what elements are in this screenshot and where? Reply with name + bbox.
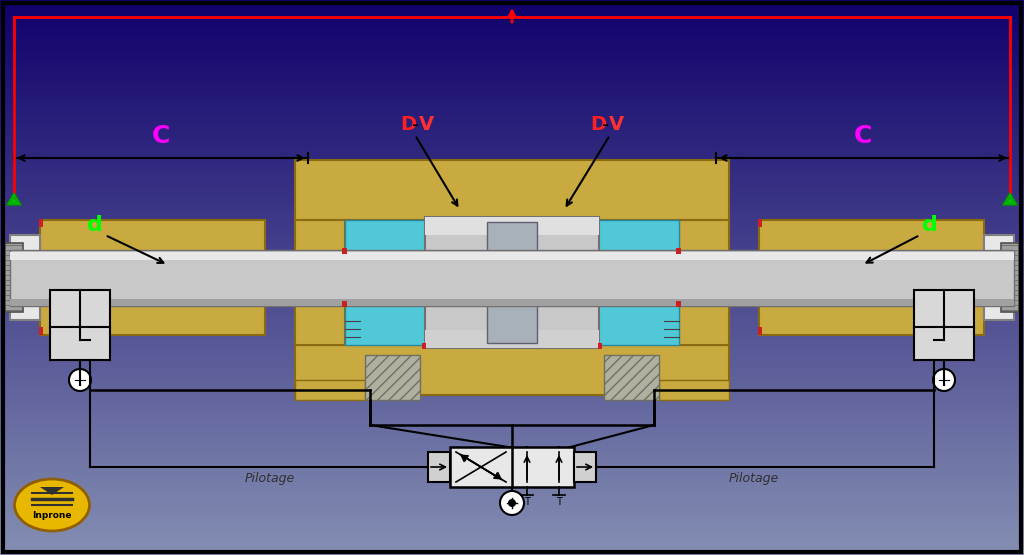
Polygon shape [7, 193, 22, 205]
Bar [679, 220, 729, 345]
Text: C: C [854, 124, 872, 148]
Bar [425, 217, 599, 235]
Bar [295, 345, 729, 395]
Bar [295, 220, 345, 345]
Bar [676, 248, 681, 254]
Bar [10, 299, 1014, 306]
Bar [140, 255, 160, 301]
Text: -: - [602, 115, 609, 134]
Bar [425, 217, 599, 348]
Bar [10, 235, 40, 320]
Text: T: T [524, 497, 530, 507]
Text: Pilotage: Pilotage [245, 472, 295, 485]
Bar [345, 220, 475, 345]
Bar [342, 301, 347, 307]
Bar [144, 264, 156, 292]
Text: D: D [590, 115, 606, 134]
Bar [428, 452, 450, 482]
Circle shape [500, 491, 524, 515]
Bar [894, 255, 914, 301]
Text: d: d [922, 215, 938, 235]
Bar [295, 160, 729, 220]
Bar [39, 219, 43, 227]
Bar [808, 264, 820, 292]
Bar [174, 264, 186, 292]
Text: C: C [152, 124, 170, 148]
Bar [422, 343, 426, 349]
Bar [659, 380, 729, 400]
Bar [39, 327, 43, 335]
Bar [10, 250, 1014, 306]
Circle shape [69, 369, 91, 391]
Text: Inprone: Inprone [32, 511, 72, 519]
Polygon shape [1002, 193, 1017, 205]
Bar [110, 255, 130, 301]
Bar [342, 248, 347, 254]
Bar [838, 264, 850, 292]
Text: Pilotage: Pilotage [729, 472, 779, 485]
Bar [40, 220, 265, 335]
Bar [549, 220, 679, 345]
Bar [295, 380, 365, 400]
Bar [50, 290, 110, 360]
Bar [676, 301, 681, 307]
Circle shape [933, 369, 955, 391]
Circle shape [508, 499, 516, 507]
Bar [834, 255, 854, 301]
Bar [5, 243, 23, 312]
Bar [425, 330, 599, 348]
Text: V: V [419, 115, 433, 134]
Bar [487, 222, 537, 343]
Bar [200, 255, 220, 301]
Text: T: T [556, 497, 562, 507]
Bar [598, 343, 602, 349]
Bar [10, 252, 1014, 260]
Text: -: - [413, 115, 420, 134]
Bar [898, 264, 910, 292]
Bar [758, 327, 762, 335]
Bar [864, 255, 884, 301]
Bar [604, 355, 659, 400]
Bar [204, 264, 216, 292]
Bar [450, 447, 574, 487]
Bar [759, 220, 984, 335]
Text: d: d [87, 215, 103, 235]
Bar [114, 264, 126, 292]
Bar [914, 290, 974, 360]
Bar [574, 452, 596, 482]
Bar [868, 264, 880, 292]
Bar [1001, 243, 1019, 312]
Bar [984, 235, 1014, 320]
Polygon shape [40, 487, 63, 495]
Bar [170, 255, 190, 301]
Bar [804, 255, 824, 301]
Text: D: D [400, 115, 416, 134]
Bar [365, 355, 420, 400]
Text: V: V [608, 115, 624, 134]
Ellipse shape [14, 479, 89, 531]
Bar [758, 219, 762, 227]
